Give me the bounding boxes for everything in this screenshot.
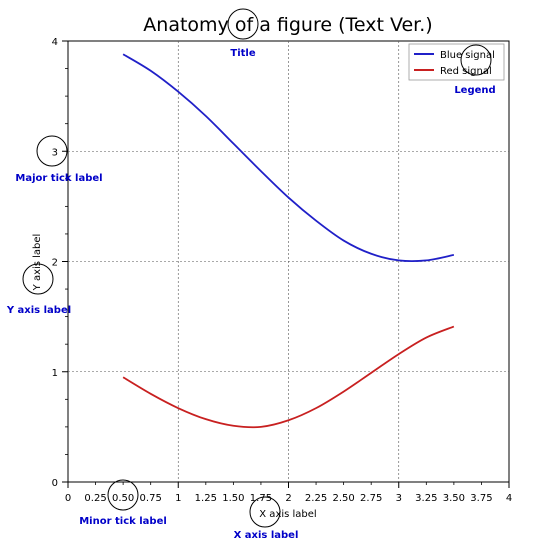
x-major-tick-label: 2	[285, 493, 291, 504]
x-minor-tick-label: 0.25	[84, 493, 106, 504]
y-major-tick-label: 2	[52, 258, 58, 269]
annotation-circle-major-tick	[36, 135, 68, 167]
x-minor-tick-label: 0.75	[140, 493, 162, 504]
x-minor-tick-label: 3.75	[470, 493, 492, 504]
series-line-red	[122, 325, 455, 429]
y-axis-label: Y axis label	[32, 234, 43, 292]
x-minor-tick-label: 3.25	[415, 493, 437, 504]
chart-title: Anatomy of a figure (Text Ver.)	[143, 14, 432, 36]
x-axis-label: X axis label	[259, 509, 316, 520]
x-major-tick-label: 1	[175, 493, 181, 504]
x-minor-tick-label: 1.25	[195, 493, 217, 504]
y-major-tick-label: 1	[52, 368, 58, 379]
x-major-tick-label: 3	[396, 493, 402, 504]
series-line-blue	[122, 53, 455, 263]
x-minor-tick-label: 1.75	[250, 493, 272, 504]
y-major-tick-label: 4	[52, 37, 58, 48]
annotation-legend: Legend	[454, 85, 495, 96]
x-major-tick-label: 4	[506, 493, 512, 504]
legend-box	[408, 43, 505, 81]
annotation-major-tick: Major tick label	[15, 173, 102, 184]
x-minor-tick-label: 1.50	[222, 493, 244, 504]
y-major-tick-label: 3	[52, 147, 58, 158]
annotation-circle-title	[227, 8, 259, 40]
grid-layer	[68, 41, 509, 482]
annotation-circle-minor-tick	[107, 479, 139, 511]
tick-layer: 0 1 2 3 4 0.25 0.50 0.75 1.25 1.50 1.75 2.25 2.50 2.7…	[52, 37, 513, 504]
y-major-tick-label: 0	[52, 478, 58, 489]
annotation-title: Title	[230, 48, 255, 59]
annotation-minor-tick: Minor tick label	[79, 516, 167, 527]
x-minor-tick-label: 2.75	[360, 493, 382, 504]
annotation-circle-x-label	[249, 496, 281, 528]
series-layer	[122, 53, 455, 429]
annotation-circle-y-label	[22, 263, 54, 295]
x-minor-tick-label: 2.25	[305, 493, 327, 504]
legend: Blue signal Red signal	[408, 43, 505, 81]
legend-entry-blue: Blue signal	[440, 50, 495, 61]
x-major-tick-label: 0	[65, 493, 71, 504]
annotation-y-label: Y axis label	[6, 305, 71, 316]
x-minor-tick-label: 3.50	[443, 493, 465, 504]
annotation-x-label: X axis label	[234, 530, 299, 541]
x-minor-tick-label: 0.50	[112, 493, 134, 504]
annotation-circle-legend	[460, 44, 492, 76]
x-minor-tick-label: 2.50	[332, 493, 354, 504]
